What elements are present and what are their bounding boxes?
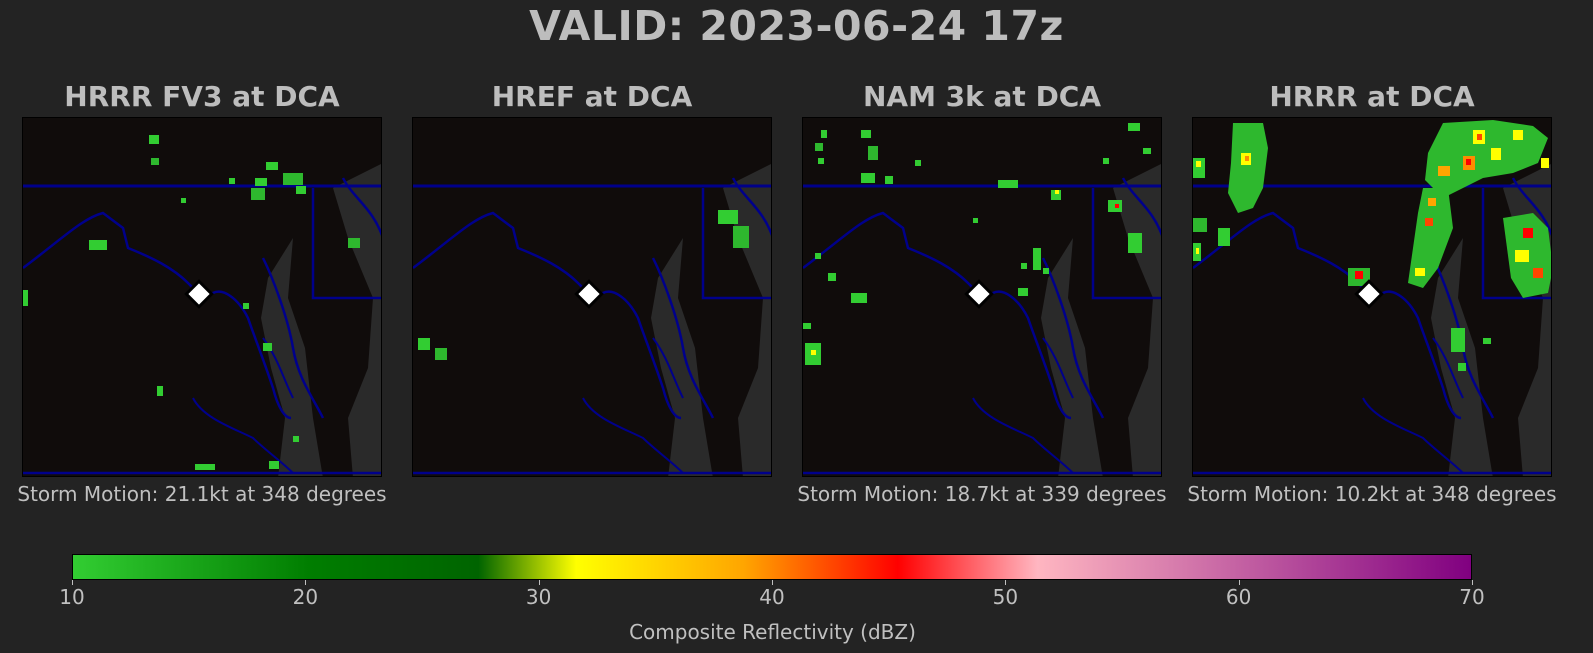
chesapeake-bay	[651, 238, 713, 476]
panel-title: HREF at DCA	[491, 80, 693, 113]
storm-motion-text: Storm Motion: 10.2kt at 348 degrees	[1187, 482, 1557, 506]
colorbar-label: Composite Reflectivity (dBZ)	[629, 620, 916, 644]
colorbar-tick-label: 40	[759, 585, 785, 609]
storm-motion-text: Storm Motion: 18.7kt at 339 degrees	[797, 482, 1167, 506]
reflectivity-echoes	[23, 135, 360, 470]
reflectivity-map	[22, 117, 382, 477]
map-base	[23, 164, 381, 476]
storm-motion-text: Storm Motion: 21.1kt at 348 degrees	[17, 482, 387, 506]
chesapeake-bay	[261, 238, 323, 476]
reflectivity-echoes	[1193, 120, 1551, 371]
colorbar-tick-mark	[538, 580, 540, 585]
coastline	[1362, 337, 1464, 474]
station-marker	[574, 279, 604, 309]
station-marker	[1354, 279, 1384, 309]
delaware-bay	[1503, 164, 1551, 476]
map-base	[1193, 164, 1551, 476]
station-marker	[184, 279, 214, 309]
panel-title: NAM 3k at DCA	[862, 80, 1102, 113]
panel-title: HRRR FV3 at DCA	[64, 80, 340, 113]
state-border	[23, 177, 381, 475]
station-marker	[964, 279, 994, 309]
colorbar	[72, 554, 1472, 580]
colorbar-tick-mark	[72, 580, 73, 585]
state-border	[1193, 177, 1551, 475]
colorbar-tick-label: 10	[59, 585, 85, 609]
reflectivity-map	[802, 117, 1162, 477]
chesapeake-bay	[1041, 238, 1103, 476]
coastline	[972, 337, 1074, 474]
delaware-bay	[333, 164, 381, 476]
colorbar-tick-label: 30	[525, 585, 552, 609]
delaware-bay	[1113, 164, 1161, 476]
colorbar-tick-mark	[772, 580, 773, 585]
colorbar-tick-label: 60	[1225, 585, 1252, 609]
reflectivity-echoes	[418, 210, 749, 360]
reflectivity-map	[1192, 117, 1552, 477]
delaware-bay	[723, 164, 771, 476]
chesapeake-bay	[1431, 238, 1493, 476]
state-border	[803, 177, 1161, 475]
coastline	[582, 337, 684, 474]
reflectivity-echoes	[803, 123, 1151, 365]
colorbar-tick-mark	[1005, 580, 1007, 585]
colorbar-tick-label: 50	[992, 585, 1019, 609]
page-title: VALID: 2023-06-24 17z	[529, 2, 1064, 50]
colorbar-tick-label: 70	[1459, 585, 1485, 609]
colorbar-tick-label: 20	[292, 585, 319, 609]
colorbar-tick-mark	[1238, 580, 1240, 585]
colorbar-tick-mark	[1472, 580, 1473, 585]
reflectivity-map	[412, 117, 772, 477]
map-base	[803, 164, 1161, 476]
colorbar-tick-mark	[305, 580, 307, 585]
panel-title: HRRR at DCA	[1269, 80, 1475, 113]
